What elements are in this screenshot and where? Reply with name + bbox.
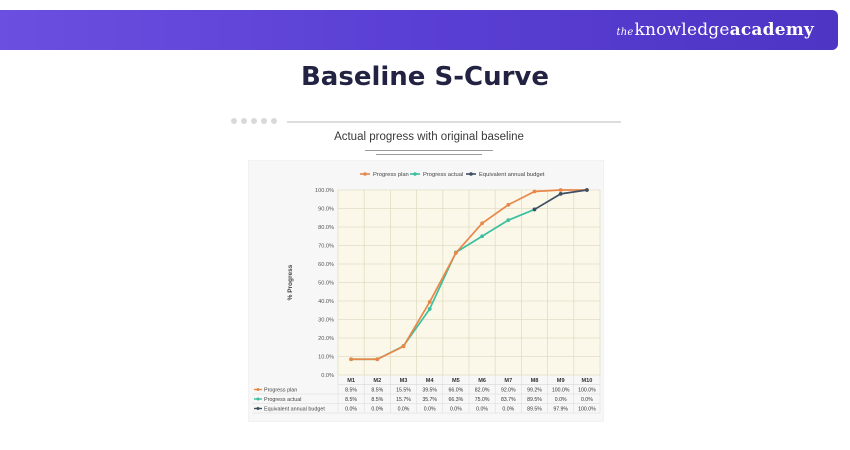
legend-marker [469,172,473,176]
x-tick-label: M1 [347,378,355,384]
legend-marker [363,172,367,176]
legend-marker [413,172,417,176]
x-tick-label: M7 [504,378,512,384]
data-label: 8.5% [345,397,357,403]
window-dot [251,118,257,124]
data-point [454,251,458,255]
brand-knowledge: knowledge [634,20,730,40]
window-dot [261,118,267,124]
window-top-line [287,121,621,123]
data-label: 0.0% [345,407,357,413]
data-label: 89.5% [527,397,542,403]
data-point [427,300,432,304]
data-label: 97.9% [553,407,568,413]
data-point [375,357,380,362]
window-dot [241,118,247,124]
y-tick-label: 30.0% [318,318,334,324]
data-label: 66.0% [449,388,464,394]
data-label: 82.0% [475,388,490,394]
y-tick-label: 20.0% [318,336,334,342]
data-label: 0.0% [581,397,593,403]
brand-the: the [616,27,634,38]
data-point [480,234,484,239]
x-tick-label: M4 [426,378,435,384]
data-label: 35.7% [422,397,437,403]
x-tick-label: M5 [452,378,460,384]
data-label: 75.0% [475,397,490,403]
data-label: 0.0% [555,397,567,403]
table-row-label: Progress plan [264,388,297,394]
title-underline [376,154,482,155]
x-tick-label: M2 [373,378,381,384]
data-point [585,188,589,192]
y-tick-label: 50.0% [318,281,334,287]
window-dot [271,118,277,124]
table-row-label: Progress actual [264,397,301,403]
data-point [349,357,353,362]
header-banner: theknowledgeacademy [0,10,838,50]
data-label: 0.0% [424,407,436,413]
page-title: Baseline S-Curve [300,62,549,92]
table-row-label: Equivalent annual budget [264,407,325,413]
data-point [558,191,563,196]
y-tick-label: 80.0% [318,225,334,231]
data-label: 8.5% [371,397,383,403]
s-curve-chart: 0.0% 10.0% 20.0% 30.0% 40.0% 50.0% 60.0% 70.0% 8… [248,160,604,422]
data-point [401,344,406,349]
y-tick-label: 100.0% [315,188,334,194]
window-dot [231,118,237,124]
y-tick-label: 40.0% [318,299,334,305]
data-label: 66.3% [449,397,464,403]
y-tick-label: 60.0% [318,262,334,268]
data-label: 92.0% [501,388,516,394]
legend-label: Progress plan [373,172,409,178]
data-label: 15.7% [396,397,411,403]
data-label: 39.5% [422,388,437,394]
data-point [427,307,432,311]
data-label: 99.2% [527,388,542,394]
table-legend-marker [256,397,260,401]
data-label: 0.0% [476,407,488,413]
brand-logo[interactable]: theknowledgeacademy [616,20,814,40]
data-label: 100.0% [578,388,596,394]
series-line [351,189,587,361]
x-tick-label: M8 [531,378,539,384]
data-label: 89.5% [527,407,542,413]
y-axis-label: % Progress [287,264,294,300]
data-label: 0.0% [450,407,462,413]
title-underline [365,150,493,151]
window-dots [231,118,277,124]
x-tick-label: M6 [478,378,486,384]
legend-label: Equivalent annual budget [479,172,545,178]
data-label: 15.5% [396,388,411,394]
x-tick-label: M9 [557,378,565,384]
x-tick-label: M3 [400,378,408,384]
data-point [506,202,511,207]
chart-title: Actual progress with original baseline [334,131,524,143]
y-tick-label: 70.0% [318,244,334,250]
data-label: 8.5% [345,388,357,394]
data-point [532,189,537,194]
table-legend-marker [256,407,260,410]
data-label: 100.0% [552,388,570,394]
data-point [558,188,563,192]
data-point [506,218,511,223]
data-label: 8.5% [371,388,383,394]
data-point [532,207,537,212]
data-label: 100.0% [578,407,596,413]
y-tick-label: 0.0% [321,373,334,379]
data-label: 0.0% [502,407,514,413]
table-legend-marker [256,388,260,391]
data-label: 0.0% [398,407,410,413]
data-label: 0.0% [371,407,383,413]
x-tick-label: M10 [581,378,592,384]
data-label: 83.7% [501,397,516,403]
y-tick-label: 90.0% [318,207,334,213]
y-tick-label: 10.0% [318,355,334,361]
legend-label: Progress actual [423,172,463,178]
brand-academy: academy [729,20,814,40]
data-point [480,221,484,226]
